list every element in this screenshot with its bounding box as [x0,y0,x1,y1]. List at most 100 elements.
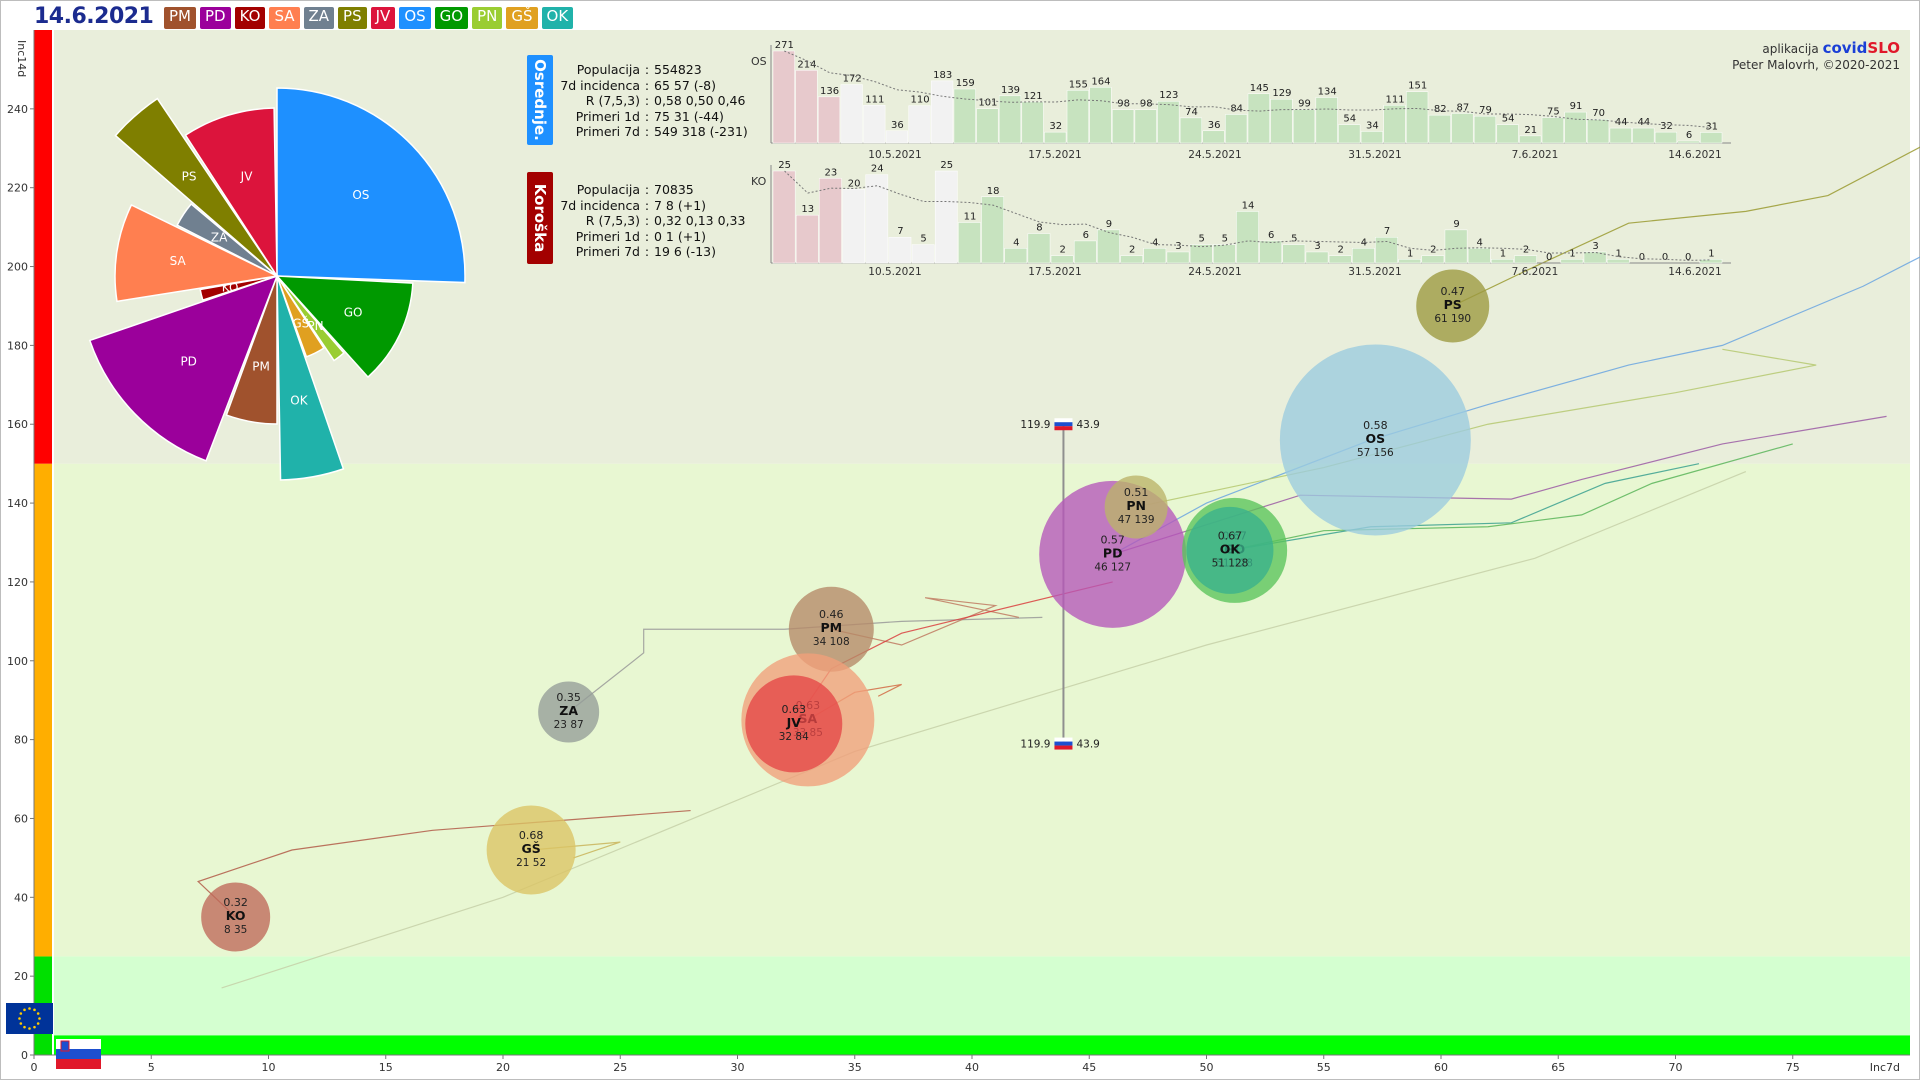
pie-slice-pd[interactable]: PD [88,274,279,462]
stat-separator: : [644,124,650,139]
mini-bar-label: 111 [865,94,884,105]
pie-wedge [114,97,278,277]
pie-label: ZA [211,231,228,245]
bubble-values: 51 128 [1212,557,1249,569]
mini-bar-label: 0 [1662,252,1668,263]
pie-wedge [225,275,278,425]
axes: 0 5 10 15 20 25 30 35 40 45 50 55 60 65 70 750204060801… [7,30,1910,1074]
mini-bar-label: 9 [1453,219,1459,230]
flags [6,1003,101,1069]
mini-bar-label: 1 [1500,248,1506,259]
region-mini-charts: OS27121413617211136110183159101139121321… [751,40,1731,278]
pie-wedge [276,87,466,284]
region-button-pn[interactable]: PN [472,7,503,29]
mini-bar [1282,244,1306,264]
y-tick-label: 120 [7,576,28,589]
y-axis-label: Inc14d [15,40,28,77]
mini-bar [1338,124,1361,144]
region-button-gš[interactable]: GŠ [506,7,538,29]
region-selector: PM PD KO SA ZA PS JV OS GO PN GŠ OK [164,7,574,29]
pie-slice-gš[interactable]: GŠ [276,275,325,358]
pie-slice-os[interactable]: OS [276,87,466,284]
bubble-r-value: 0.58 [1363,419,1388,432]
mini-bar-label: 99 [1298,98,1311,109]
eu-star [38,1017,41,1020]
mini-bar [1654,131,1678,144]
eu-star [23,1008,26,1012]
mini-bar [863,105,886,144]
mini-bar-label: 8 [1036,223,1042,234]
region-button-ko[interactable]: KO [234,7,266,29]
mini-bar [1189,244,1213,264]
mini-bar [1050,255,1074,264]
mini-bar-label: 14 [1242,200,1255,211]
x-tick-label: 5 [148,1061,155,1074]
region-button-go[interactable]: GO [434,7,469,29]
stat-row: Primeri 7d:549 318 (-231) [500,124,748,140]
region-tag-ko: Koroška [527,172,553,264]
mini-bar-label: 98 [1117,99,1130,110]
region-button-sa[interactable]: SA [269,7,300,29]
mini-date-label: 17.5.2021 [1028,149,1081,161]
trail-12 [221,470,1747,989]
pie-slice-go[interactable]: GO [275,275,414,379]
mini-bar [1143,248,1167,264]
x-tick-label: 40 [965,1061,979,1074]
pie-slice-pm[interactable]: PM [225,275,278,425]
mini-bar-label: 87 [1457,102,1470,113]
region-button-pm[interactable]: PM [164,7,196,29]
mini-bar-label: 0 [1639,252,1645,263]
x-axis-label: Inc7d [1870,1061,1900,1074]
band-0 [54,1035,1910,1055]
pie-slice-za[interactable]: ZA [176,202,278,277]
pie-slice-ps[interactable]: PS [114,97,278,277]
mini-bar-label: 4 [1152,237,1158,248]
mini-bar [1179,117,1203,144]
region-button-ps[interactable]: PS [338,7,367,29]
y-tick-label: 40 [14,891,28,904]
y-tick-label: 60 [14,812,28,825]
bubble-circle [745,675,843,773]
threshold-label-left: 119.9 [1020,739,1050,751]
app-brand[interactable]: covidSLO [1822,39,1900,57]
app-author: Peter Malovrh, ©2020-2021 [1732,58,1900,72]
pie-wedge [276,275,325,358]
stat-label: R (7,5,3) [585,93,640,108]
region-button-za[interactable]: ZA [303,7,335,29]
region-button-jv[interactable]: JV [370,7,396,29]
mini-bar-label: 7 [897,226,903,237]
pie-slice-jv[interactable]: JV [184,107,278,279]
eu-star [33,1025,36,1029]
region-button-ok[interactable]: OK [541,7,574,29]
stat-value: 65 57 (-8) [654,77,716,93]
mini-bar-label: 183 [933,70,952,81]
mini-bar [934,170,958,264]
pie-slice-sa[interactable]: SA [114,203,280,303]
threshold-marker-1: 119.9 43.9 [1020,737,1100,751]
mini-bar [981,196,1004,264]
mini-bar [1451,113,1474,144]
mini-bar-label: 151 [1408,81,1427,92]
mini-bar [1360,131,1383,144]
region-button-os[interactable]: OS [399,7,431,29]
bubble-values: 57 156 [1357,447,1394,459]
pie-slice-ok[interactable]: OK [276,275,345,481]
bubble-r-value: 0.32 [223,896,248,909]
bubble-circle [1186,506,1274,594]
y-tick-label: 240 [7,103,28,116]
mini-bar-label: 21 [1524,125,1537,136]
y-tick-label: 180 [7,339,28,352]
mini-bar-label: 123 [1159,90,1178,101]
stat-value: 0 1 (+1) [654,228,707,244]
mini-bar-label: 2 [1059,245,1065,256]
region-button-pd[interactable]: PD [200,7,231,29]
